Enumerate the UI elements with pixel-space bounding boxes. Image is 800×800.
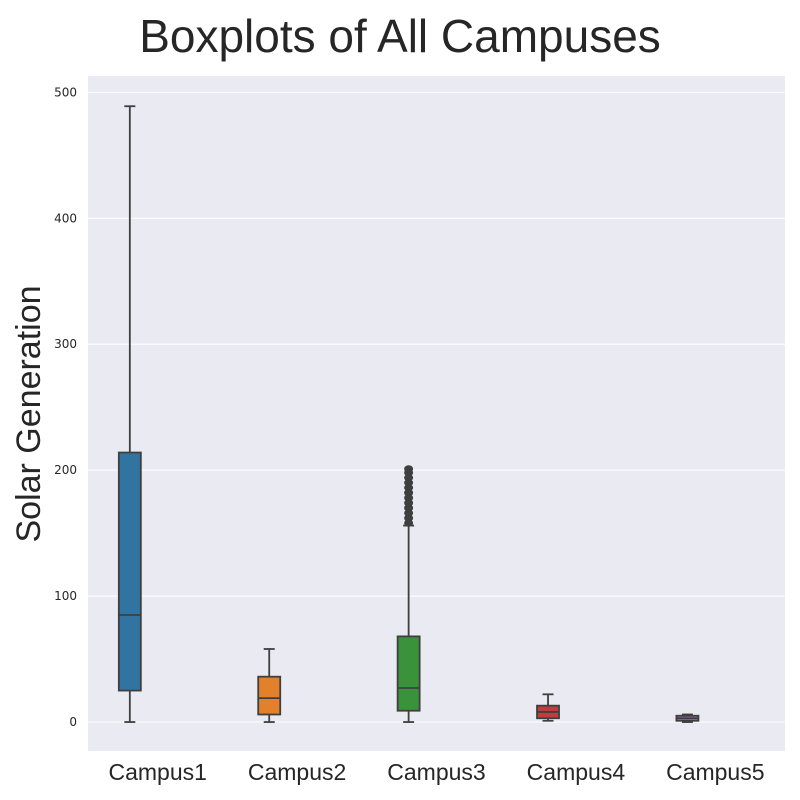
- y-axis-label: Solar Generation: [10, 285, 48, 542]
- x-tick-label: Campus4: [527, 759, 626, 785]
- plot-area: [88, 76, 785, 751]
- y-tick-label: 300: [54, 337, 77, 351]
- boxes: [117, 105, 700, 723]
- x-tick-label: Campus2: [248, 759, 346, 785]
- outlier-point: [404, 465, 414, 473]
- iqr-box: [257, 675, 282, 716]
- x-tick-label: Campus3: [387, 759, 485, 785]
- y-tick-label: 100: [54, 589, 77, 603]
- y-tick-label: 0: [69, 715, 77, 729]
- x-tick-label: Campus1: [108, 759, 206, 785]
- box-campus3: [396, 465, 421, 723]
- y-tick-label: 200: [54, 463, 77, 477]
- box-campus2: [257, 648, 282, 723]
- grid-lines: [88, 91, 785, 723]
- y-tick-label: 500: [54, 85, 77, 99]
- box-campus1: [117, 105, 142, 723]
- box-campus4: [536, 693, 560, 722]
- iqr-box: [117, 451, 142, 692]
- y-tick-label: 400: [54, 211, 77, 225]
- y-tick-labels: 0 100 200 300 400 500: [54, 85, 77, 729]
- x-tick-labels: Campus1 Campus2 Campus3 Campus4 Campus5: [108, 759, 764, 785]
- chart-title: Boxplots of All Campuses: [139, 10, 661, 62]
- box-campus5: [675, 713, 700, 723]
- x-tick-label: Campus5: [666, 759, 764, 785]
- iqr-box: [396, 635, 421, 712]
